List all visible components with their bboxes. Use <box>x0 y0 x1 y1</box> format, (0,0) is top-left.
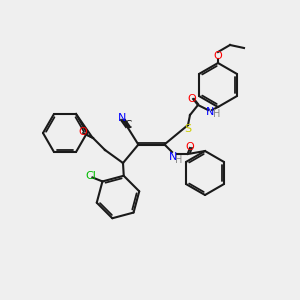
Text: O: O <box>188 94 196 104</box>
Text: O: O <box>186 142 194 152</box>
Text: H: H <box>213 109 221 119</box>
Text: N: N <box>169 152 177 162</box>
Text: H: H <box>175 155 183 165</box>
Text: C: C <box>124 120 132 130</box>
Text: Cl: Cl <box>85 171 96 182</box>
Text: O: O <box>214 51 222 61</box>
Text: N: N <box>206 107 214 117</box>
Text: S: S <box>184 124 192 134</box>
Text: O: O <box>79 127 87 137</box>
Text: N: N <box>118 113 126 123</box>
